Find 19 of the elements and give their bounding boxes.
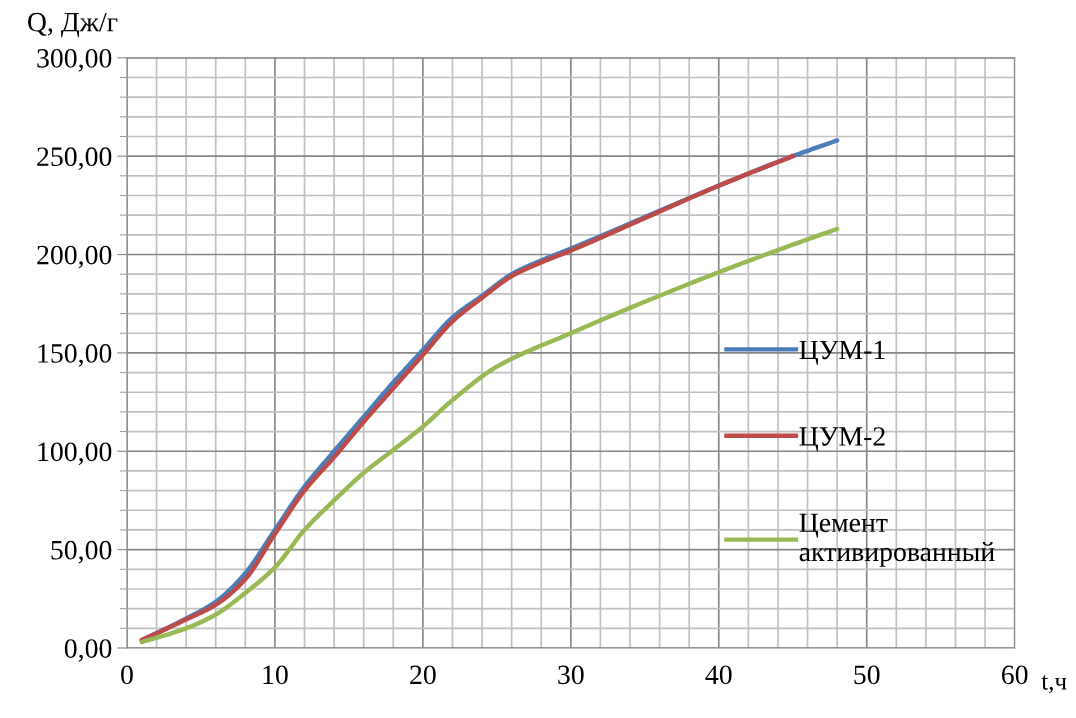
x-tick-label: 60	[1001, 665, 1028, 685]
x-tick-label: 40	[705, 665, 732, 685]
y-axis-title: Q, Дж/г	[28, 12, 118, 38]
x-tick-label: 10	[263, 665, 288, 685]
y-tick-label: 200,00	[37, 245, 112, 269]
y-tick-label: 50,00	[51, 540, 112, 564]
y-tick-label: 250,00	[37, 147, 112, 171]
y-tick-label: 150,00	[38, 344, 112, 367]
x-tick-label: 50	[854, 665, 880, 685]
y-tick-label: 0,00	[64, 639, 112, 662]
y-tick-label: 300,00	[37, 48, 112, 72]
legend-label: ЦУМ-1	[799, 340, 885, 365]
x-tick-label: 30	[558, 665, 584, 685]
legend-label: Цемент активированный	[799, 513, 995, 567]
x-tick-label: 20	[410, 665, 436, 685]
x-tick-label: 0	[121, 665, 133, 685]
y-tick-label: 100,00	[38, 442, 112, 466]
legend-label: ЦУМ-2	[799, 427, 885, 452]
x-axis-title: t,ч	[1041, 675, 1067, 694]
